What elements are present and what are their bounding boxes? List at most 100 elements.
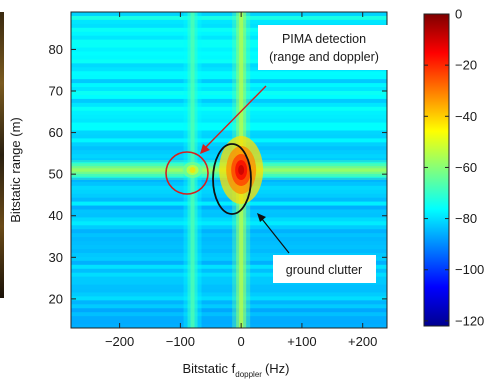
heatmap-row <box>71 59 387 64</box>
pima-arrow-line <box>204 85 267 149</box>
heatmap-row <box>71 233 387 238</box>
y-tick-label: 20 <box>49 291 63 306</box>
heatmap-row <box>71 71 387 76</box>
heatmap-row <box>71 201 387 207</box>
heatmap-row <box>71 320 387 325</box>
colorbar-tick-label: −120 <box>455 313 484 328</box>
y-tick-label: 40 <box>49 208 63 223</box>
heatmap-row <box>71 55 387 60</box>
heatmap-row <box>71 39 387 45</box>
heatmap-row <box>71 110 387 116</box>
y-tick-label: 50 <box>49 167 63 182</box>
heatmap-row <box>71 15 387 21</box>
x-tick-label: +200 <box>348 334 377 349</box>
heatmap-row <box>71 130 387 136</box>
x-axis: −200 −100 0 +100 +200 <box>105 12 377 349</box>
heatmap-row <box>71 280 387 286</box>
heatmap-row <box>71 91 387 96</box>
clutter-label: ground clutter <box>286 263 362 277</box>
heatmap-row <box>71 292 387 297</box>
x-tick-label: +100 <box>287 334 316 349</box>
x-axis-label: Bitstatic fdoppler (Hz) <box>183 361 290 379</box>
heatmap-row <box>71 264 387 270</box>
y-tick-label: 80 <box>49 42 63 57</box>
heatmap-row <box>71 316 387 321</box>
heatmap-row <box>71 102 387 108</box>
heatmap-row <box>71 288 387 294</box>
heatmap-row <box>71 43 387 49</box>
heatmap-row <box>71 47 387 53</box>
heatmap-row <box>71 83 387 88</box>
clutter-arrow-head <box>257 213 266 222</box>
heatmap-row <box>71 205 387 211</box>
colorbar <box>423 13 450 327</box>
colorbar-tick-label: −80 <box>455 211 477 226</box>
heatmap-row <box>71 12 387 17</box>
heatmap-row <box>71 67 387 72</box>
heatmap-row <box>71 51 387 57</box>
heatmap-row <box>71 324 387 328</box>
x-tick-label: 0 <box>238 334 245 349</box>
heatmap-row <box>71 312 387 317</box>
heatmap-row <box>71 126 387 132</box>
colorbar-tick-label: −40 <box>455 109 477 124</box>
clutter-arrow-line <box>261 218 290 254</box>
y-axis: 20 30 40 50 60 70 80 <box>49 42 387 306</box>
pima-arrow-head <box>200 144 210 154</box>
heatmap-row <box>71 27 387 33</box>
heatmap-row <box>71 252 387 258</box>
colorbar-tick-label: 0 <box>455 7 462 22</box>
heatmap-row <box>71 75 387 80</box>
y-tick-label: 30 <box>49 250 63 265</box>
heatmap-row <box>71 134 387 139</box>
heatmap-row <box>71 276 387 282</box>
heatmap-row <box>71 284 387 290</box>
peak-blob <box>238 165 245 175</box>
plot-area <box>71 12 387 328</box>
heatmap-row <box>71 35 387 41</box>
heatmap-row <box>71 308 387 313</box>
heatmap-row <box>71 63 387 68</box>
left-edge-strip <box>0 12 4 298</box>
heatmap-row <box>71 217 387 222</box>
heatmap-row <box>71 249 387 254</box>
heatmap-row <box>71 256 387 262</box>
y-axis-label: Bitstatic range (m) <box>8 117 23 222</box>
heatmap-row <box>71 209 387 215</box>
clutter-label-box <box>273 255 376 283</box>
plot-frame <box>70 11 388 329</box>
heatmap-row <box>71 237 387 242</box>
x-tick-label: −200 <box>105 334 134 349</box>
pima-label-line-2: (range and doppler) <box>269 50 379 64</box>
heatmap-row <box>71 138 387 143</box>
pima-detection-circle <box>165 151 209 195</box>
colorbar-tick-label: −20 <box>455 58 477 73</box>
heatmap-row <box>71 23 387 29</box>
heatmap-row <box>71 221 387 226</box>
heatmap-row <box>71 272 387 278</box>
heatmap-row <box>71 241 387 246</box>
colorbar-tick-label: −100 <box>455 262 484 277</box>
heatmap-row <box>71 268 387 274</box>
colorbar-axis: 0 −20 −40 −60 −80 −100 −120 <box>424 7 484 328</box>
heatmap-row <box>71 304 387 309</box>
heatmap-row <box>71 19 387 25</box>
heatmap-row <box>71 229 387 234</box>
heatmap-row <box>71 31 387 37</box>
heatmap-row <box>71 260 387 266</box>
heatmap-row <box>71 300 387 305</box>
pima-label-line-1: PIMA detection <box>282 32 366 46</box>
pima-label-box <box>258 25 391 70</box>
annotations: PIMA detection (range and doppler) groun… <box>165 25 391 283</box>
y-tick-label: 60 <box>49 125 63 140</box>
heatmap-row <box>71 213 387 218</box>
heatmap-row <box>71 94 387 100</box>
heatmap-row <box>71 106 387 112</box>
ground-clutter-ellipse <box>212 143 252 215</box>
y-tick-label: 70 <box>49 84 63 99</box>
heatmap-row <box>71 87 387 92</box>
peak-blob <box>189 167 196 173</box>
heatmap-row <box>71 225 387 230</box>
heatmap-row <box>71 197 387 203</box>
